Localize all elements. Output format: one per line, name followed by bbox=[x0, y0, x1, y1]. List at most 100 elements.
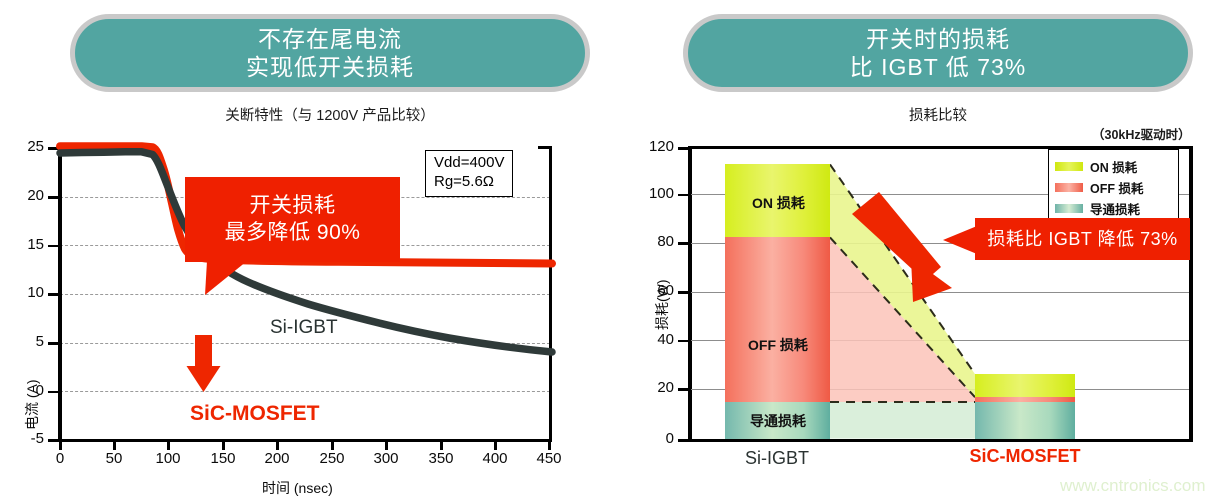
x-tick-label: 100 bbox=[155, 450, 181, 467]
y-tick bbox=[678, 339, 689, 343]
x-tick bbox=[167, 442, 170, 450]
bar-si-igbt-cond-loss bbox=[725, 402, 830, 439]
y-tick bbox=[678, 242, 689, 245]
y-tick-label: 80 bbox=[657, 233, 674, 251]
left-x-axis bbox=[58, 438, 552, 442]
x-tick-label: 200 bbox=[264, 450, 290, 467]
gridline bbox=[60, 294, 550, 295]
x-tick bbox=[440, 442, 443, 450]
x-tick bbox=[222, 442, 225, 450]
left-banner-line1: 不存在尾电流 bbox=[258, 25, 402, 52]
y-tick bbox=[678, 439, 689, 442]
segment-label-cond: 导通损耗 bbox=[750, 413, 806, 429]
bar-si-igbt-off-loss bbox=[725, 237, 830, 402]
y-tick-label: 120 bbox=[648, 138, 674, 155]
left-callout: 开关损耗 最多降低 90% bbox=[185, 177, 400, 262]
curve-si-igbt bbox=[56, 148, 556, 356]
x-tick-label: 450 bbox=[536, 450, 562, 467]
bar-sic-mosfet-on-loss bbox=[975, 374, 1075, 398]
y-tick bbox=[48, 342, 59, 345]
y-tick-label: 0 bbox=[35, 381, 44, 399]
y-tick bbox=[678, 388, 689, 391]
y-tick bbox=[48, 439, 59, 442]
y-tick bbox=[678, 291, 689, 294]
left-x-axis-title: 时间 (nsec) bbox=[262, 480, 333, 496]
y-tick-label: 60 bbox=[657, 282, 674, 299]
right-chart-arrow bbox=[852, 192, 977, 302]
bar-sic-mosfet-off-loss bbox=[975, 397, 1075, 402]
legend-label-cond: 导通损耗 bbox=[1090, 203, 1141, 217]
bar-sic-mosfet-cond-loss bbox=[975, 402, 1075, 439]
x-tick-label: 350 bbox=[428, 450, 454, 467]
legend-item-cond: 导通损耗 bbox=[1055, 199, 1170, 218]
left-chart-caption: 关断特性（与 1200V 产品比较） bbox=[225, 108, 435, 124]
left-plot-frame-right bbox=[549, 146, 552, 442]
y-tick-label: 20 bbox=[657, 379, 674, 397]
right-chart-legend: ON 损耗 OFF 损耗 导通损耗 bbox=[1048, 149, 1179, 226]
y-tick-label: 5 bbox=[35, 333, 44, 350]
diagonal-arrow-icon bbox=[852, 192, 952, 302]
left-callout-line2: 最多降低 90% bbox=[224, 220, 361, 244]
x-tick bbox=[276, 442, 279, 450]
y-tick-label: 15 bbox=[27, 235, 44, 253]
y-tick bbox=[48, 244, 59, 248]
y-tick-label: 20 bbox=[27, 187, 44, 204]
left-callout-line1: 开关损耗 bbox=[249, 194, 336, 218]
x-tick-label: 400 bbox=[482, 450, 508, 467]
y-tick bbox=[48, 293, 59, 296]
x-tick bbox=[548, 442, 551, 450]
left-y-axis bbox=[58, 146, 62, 442]
y-tick bbox=[48, 390, 59, 394]
x-tick-label: 250 bbox=[319, 450, 345, 467]
legend-swatch-off-icon bbox=[1055, 183, 1083, 192]
x-tick bbox=[59, 442, 62, 450]
y-tick-label: 25 bbox=[27, 138, 44, 155]
x-tick-label: 150 bbox=[210, 450, 236, 467]
x-tick bbox=[385, 442, 388, 450]
legend-swatch-on-icon bbox=[1055, 162, 1083, 171]
right-callout-text: 损耗比 IGBT 降低 73% bbox=[987, 228, 1178, 249]
left-banner-line2: 实现低开关损耗 bbox=[246, 54, 414, 80]
y-tick bbox=[678, 147, 689, 150]
left-plot-frame-top-right bbox=[538, 146, 552, 149]
gridline bbox=[60, 391, 550, 393]
legend-item-on: ON 损耗 bbox=[1055, 157, 1170, 176]
y-tick-label: 100 bbox=[648, 184, 674, 202]
y-tick bbox=[48, 147, 59, 150]
right-chart-caption: 损耗比较 bbox=[909, 108, 967, 124]
right-chart-condition: （30kHz驱动时） bbox=[1092, 128, 1191, 142]
param-vdd: Vdd=400V bbox=[434, 154, 505, 171]
right-chart: 损耗(W) 120 100 80 60 40 20 0 bbox=[630, 130, 1230, 503]
left-params-box: Vdd=400V Rg=5.6Ω bbox=[425, 150, 514, 197]
x-tick-label: 50 bbox=[105, 450, 123, 467]
right-plot-frame-right bbox=[1189, 146, 1193, 442]
down-arrow-icon bbox=[186, 335, 221, 392]
param-rg: Rg=5.6Ω bbox=[434, 172, 494, 190]
gridline bbox=[691, 243, 1189, 244]
gridline bbox=[60, 342, 550, 344]
x-tick bbox=[331, 442, 334, 450]
segment-label-on: ON 损耗 bbox=[752, 195, 805, 211]
right-plot-frame-top bbox=[688, 146, 1192, 149]
y-tick bbox=[48, 196, 59, 199]
legend-label-on: ON 损耗 bbox=[1090, 161, 1138, 175]
series-label-si-igbt: Si-IGBT bbox=[270, 317, 338, 338]
x-tick-label: 0 bbox=[55, 450, 65, 467]
bar-si-igbt-on-loss bbox=[725, 164, 830, 238]
x-tick bbox=[113, 442, 116, 450]
right-callout: 损耗比 IGBT 降低 73% bbox=[975, 218, 1190, 260]
segment-label-off: OFF 损耗 bbox=[748, 337, 808, 353]
y-tick-label: 10 bbox=[27, 284, 44, 302]
x-tick bbox=[494, 442, 497, 450]
series-label-sic-mosfet: SiC-MOSFET bbox=[190, 402, 320, 425]
x-tick-label: 300 bbox=[373, 450, 399, 467]
left-chart: 电流 (A) 时间 (nsec) 25 20 15 10 5 0 -5 bbox=[0, 130, 620, 503]
gridline bbox=[691, 194, 1189, 196]
right-banner-line2: 比 IGBT 低 73% bbox=[849, 54, 1027, 80]
category-label-sic-mosfet: SiC-MOSFET bbox=[969, 446, 1081, 466]
right-y-axis bbox=[688, 146, 692, 442]
legend-swatch-cond-icon bbox=[1055, 204, 1083, 213]
watermark: www.cntronics.com bbox=[1060, 476, 1206, 495]
right-x-axis bbox=[688, 438, 1192, 442]
